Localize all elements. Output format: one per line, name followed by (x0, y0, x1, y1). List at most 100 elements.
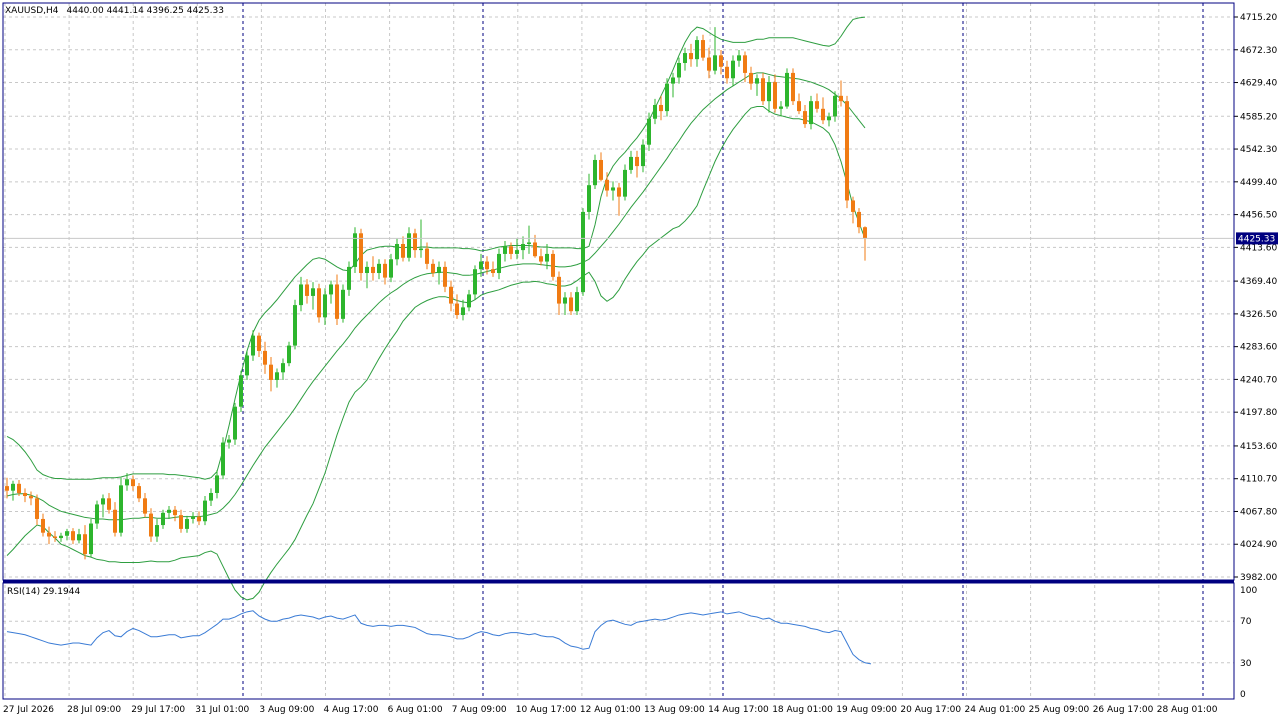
candle-body (713, 55, 717, 71)
candle-body (29, 496, 33, 499)
candle-body (641, 144, 645, 167)
candle-body (5, 486, 9, 491)
time-tick-label: 18 Aug 01:00 (772, 705, 833, 715)
rsi-label: RSI(14) 29.1944 (7, 587, 80, 597)
candle-body (605, 179, 609, 191)
price-tick-label: 4240.70 (1240, 375, 1277, 385)
candle-body (515, 250, 519, 254)
candle-body (737, 55, 741, 61)
candle-body (41, 518, 45, 533)
candle-body (581, 211, 585, 293)
candle-body (407, 233, 411, 258)
price-tick-label: 4542.30 (1240, 145, 1277, 155)
candle-body (65, 531, 69, 536)
candle-body (83, 534, 87, 555)
time-tick-label: 20 Aug 17:00 (900, 705, 961, 715)
candle-body (59, 535, 63, 539)
time-tick-label: 27 Jul 2026 (3, 705, 54, 715)
candle-body (857, 211, 861, 228)
candle-body (101, 498, 105, 505)
time-tick-label: 7 Aug 09:00 (452, 705, 507, 715)
candle-body (71, 531, 75, 541)
time-tick-label: 4 Aug 17:00 (324, 705, 379, 715)
candle-body (137, 486, 141, 499)
candle-body (233, 406, 237, 440)
candles (5, 27, 867, 560)
time-tick-label: 19 Aug 09:00 (836, 705, 897, 715)
candle-body (287, 345, 291, 364)
candle-body (695, 40, 699, 60)
candle-body (473, 269, 477, 295)
price-tick-label: 4585.20 (1240, 112, 1277, 122)
candle-body (239, 375, 243, 407)
candle-body (317, 288, 321, 318)
candle-body (815, 101, 819, 109)
candle-body (275, 372, 279, 380)
time-tick-label: 28 Aug 01:00 (1157, 705, 1218, 715)
candle-body (725, 66, 729, 79)
candle-body (569, 297, 573, 312)
candle-body (461, 307, 465, 316)
candle-body (341, 289, 345, 319)
candle-body (35, 498, 39, 519)
candle-body (683, 53, 687, 63)
candle-body (413, 233, 417, 251)
candle-body (329, 284, 333, 295)
candle-body (299, 284, 303, 306)
candle-body (785, 72, 789, 107)
chart-ohlc: 4440.00 4441.14 4396.25 4425.33 (67, 6, 224, 16)
candle-body (113, 509, 117, 533)
candle-body (305, 284, 309, 296)
candle-body (659, 104, 663, 112)
candle-body (587, 185, 591, 212)
price-tick-label: 4283.60 (1240, 343, 1277, 353)
candle-body (665, 83, 669, 112)
price-tick-label: 3982.00 (1240, 573, 1277, 583)
candle-body (353, 233, 357, 267)
candle-body (95, 504, 99, 524)
candle-body (827, 116, 831, 121)
candle-body (653, 104, 657, 119)
candle-body (335, 284, 339, 319)
candle-body (107, 498, 111, 510)
candle-body (383, 263, 387, 278)
price-tick-label: 4153.60 (1240, 442, 1277, 452)
time-tick-label: 24 Aug 01:00 (965, 705, 1026, 715)
candle-body (143, 498, 147, 514)
price-tick-label: 4197.80 (1240, 408, 1277, 418)
candle-body (197, 516, 201, 522)
candle-body (131, 479, 135, 487)
time-tick-label: 25 Aug 09:00 (1029, 705, 1090, 715)
candle-body (179, 515, 183, 529)
bollinger-upper (6, 16, 866, 480)
candle-body (215, 475, 219, 493)
candle-body (449, 286, 453, 304)
time-tick-label: 6 Aug 01:00 (388, 705, 443, 715)
candle-body (185, 518, 189, 529)
candle-body (791, 72, 795, 102)
candle-body (707, 57, 711, 71)
candle-body (491, 269, 495, 274)
rsi-level-label: 70 (1240, 617, 1252, 627)
candle-body (377, 263, 381, 274)
candle-body (503, 246, 507, 254)
candle-body (833, 95, 837, 117)
candle-body (167, 509, 171, 513)
candle-body (767, 82, 771, 102)
candle-body (689, 53, 693, 60)
candle-body (155, 525, 159, 537)
candle-body (161, 512, 165, 526)
candle-body (527, 242, 531, 244)
candle-body (311, 288, 315, 296)
candle-body (545, 253, 549, 262)
candle-body (779, 106, 783, 109)
candle-body (521, 243, 525, 251)
candle-body (575, 292, 579, 312)
candle-body (359, 233, 363, 274)
price-tick-label: 4456.50 (1240, 211, 1277, 221)
candle-body (839, 95, 843, 102)
